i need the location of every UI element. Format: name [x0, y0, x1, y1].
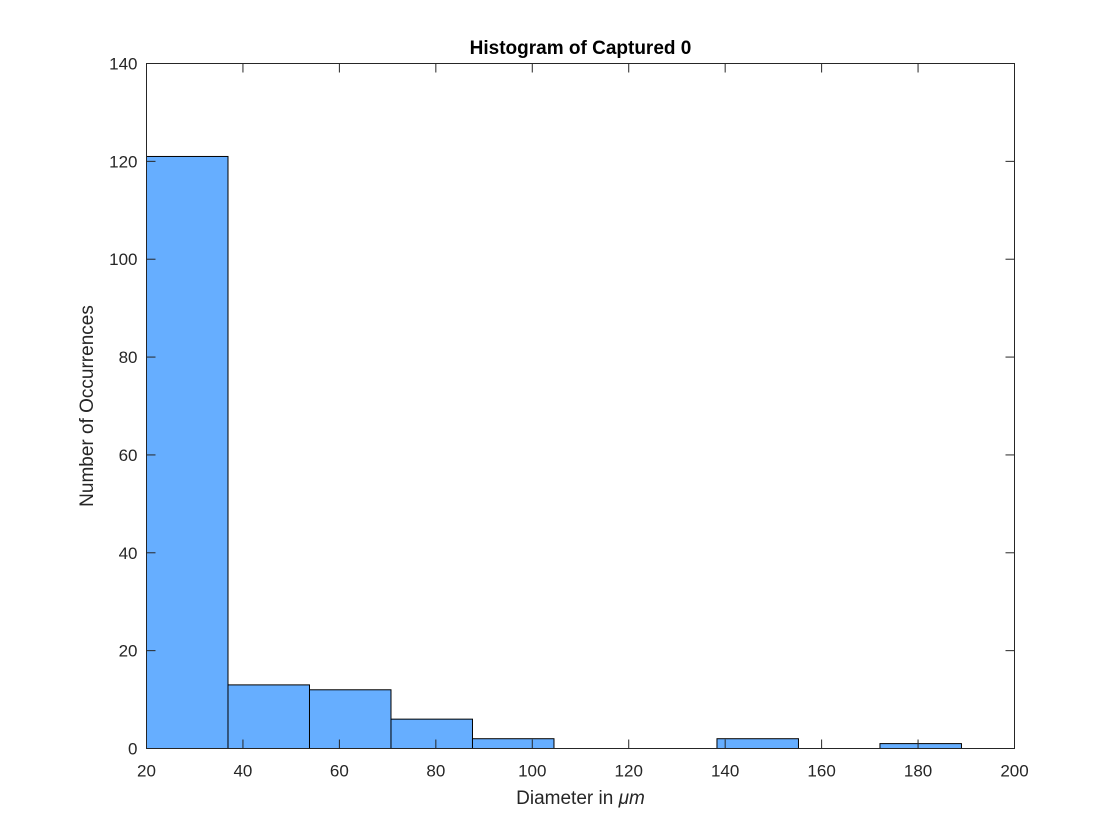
x-tick-label: 80 — [426, 762, 445, 781]
y-tick-label: 120 — [109, 152, 137, 171]
x-tick-label: 100 — [518, 762, 546, 781]
x-tick-label: 140 — [711, 762, 739, 781]
y-tick-label: 20 — [119, 642, 138, 661]
histogram-bar — [308, 689, 392, 749]
histogram-bar — [471, 738, 555, 750]
y-tick-label: 100 — [109, 250, 137, 269]
histogram-bar — [879, 743, 962, 749]
x-axis-title-unit: μm — [618, 788, 645, 809]
histogram-bar — [146, 155, 229, 749]
y-tick-label: 80 — [119, 348, 138, 367]
bars-group — [146, 155, 962, 750]
axes-box — [146, 63, 1015, 749]
plot-area — [146, 63, 1015, 749]
y-tick-label: 140 — [109, 55, 137, 74]
x-tick-label: 20 — [137, 762, 156, 781]
x-tick-label: 200 — [1000, 762, 1028, 781]
ticks-group: 20 40 60 80 100 120 140 160 180 20002040608010012… — [109, 55, 1029, 781]
histogram-bar — [227, 684, 310, 750]
x-axis-title: Diameter in μm — [516, 788, 645, 809]
y-tick-label: 60 — [119, 446, 138, 465]
y-axis-title: Number of Occurrences — [77, 305, 98, 507]
histogram-bar — [390, 718, 473, 750]
histogram-bar — [716, 738, 799, 750]
chart-title: Histogram of Captured 0 — [470, 38, 692, 59]
x-tick-label: 160 — [807, 762, 835, 781]
x-tick-label: 60 — [330, 762, 349, 781]
x-tick-label: 120 — [615, 762, 643, 781]
x-axis-title-text: Diameter in — [516, 788, 618, 809]
y-tick-label: 0 — [128, 740, 137, 759]
x-tick-label: 40 — [233, 762, 252, 781]
y-tick-label: 40 — [119, 544, 138, 563]
x-tick-label: 180 — [904, 762, 932, 781]
